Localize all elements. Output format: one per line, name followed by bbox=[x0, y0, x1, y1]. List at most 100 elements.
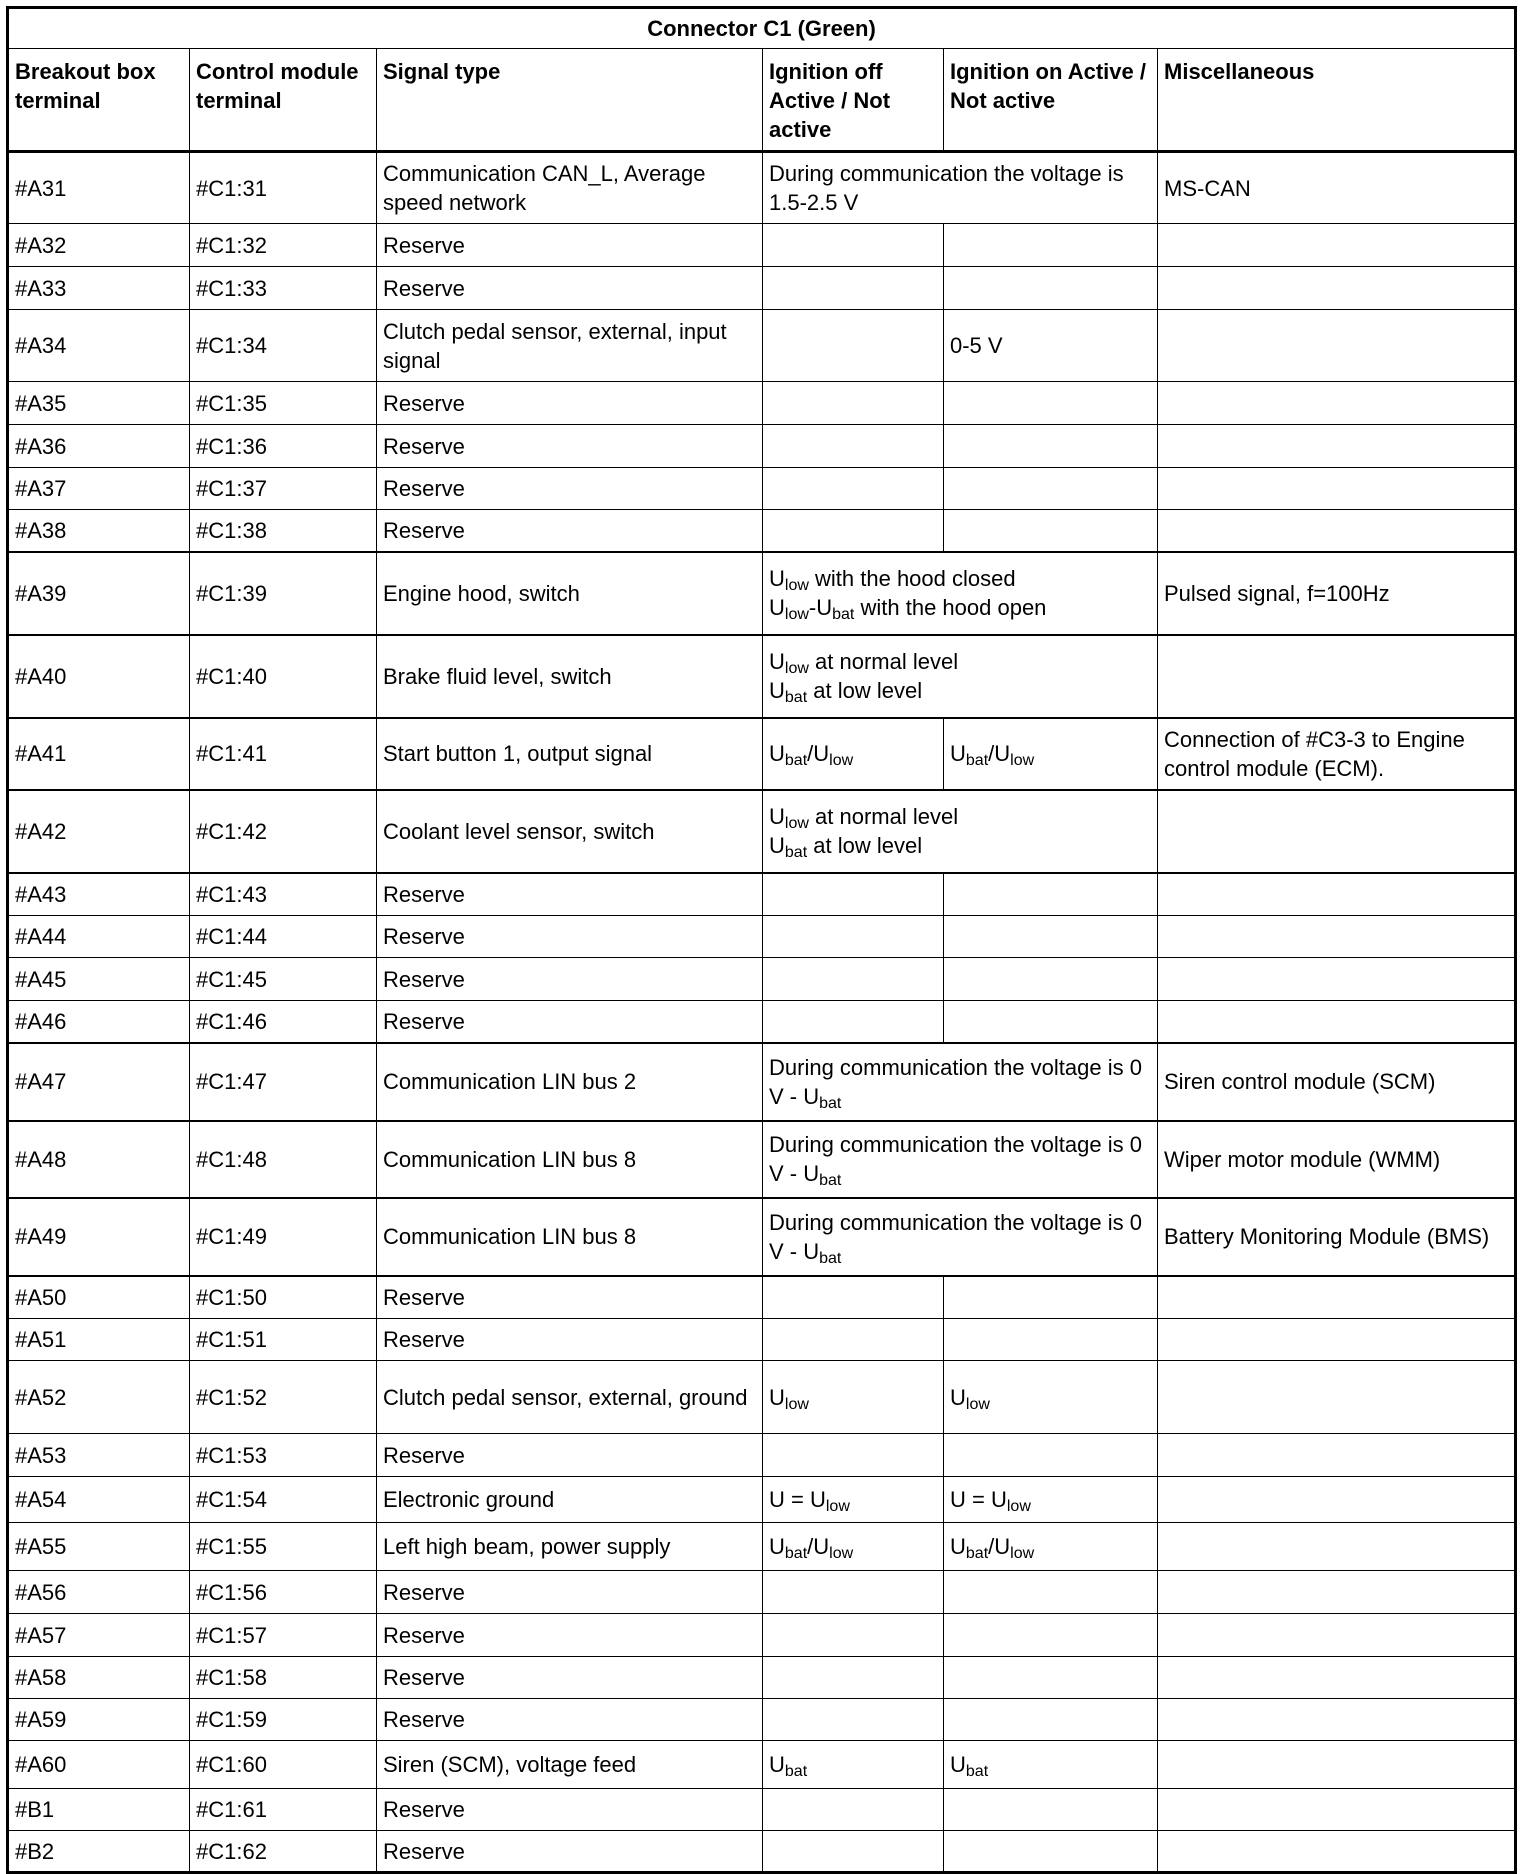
miscellaneous-cell bbox=[1156, 788, 1517, 873]
subscript: low bbox=[965, 1395, 990, 1413]
ignition-on-cell bbox=[943, 871, 1158, 916]
text-segment: -U bbox=[808, 595, 833, 620]
ignition-merged-cell: During communication the voltage is 1.5-… bbox=[762, 150, 1158, 224]
ignition-on-cell bbox=[943, 467, 1158, 510]
miscellaneous-cell bbox=[1156, 915, 1517, 958]
subscript: bat bbox=[819, 1172, 842, 1189]
miscellaneous-cell bbox=[1156, 1698, 1517, 1741]
breakout-terminal-cell: #A32 bbox=[7, 223, 190, 267]
table-row: #A33 #C1:33 Reserve bbox=[7, 266, 1517, 310]
ignition-on-cell bbox=[943, 424, 1158, 468]
signal-type-cell: Reserve bbox=[376, 1000, 763, 1043]
miscellaneous-cell bbox=[1156, 1788, 1517, 1831]
miscellaneous-cell bbox=[1156, 1830, 1517, 1873]
text-segment: During communication the voltage is 0 V … bbox=[769, 1209, 1142, 1264]
ignition-off-cell bbox=[762, 1318, 944, 1361]
signal-type-cell: Reserve bbox=[376, 467, 763, 510]
cell-line: Ulow-Ubat with the hood open bbox=[769, 593, 1151, 623]
cell-line: Ulow bbox=[950, 1383, 1151, 1413]
text-segment: U bbox=[950, 1752, 966, 1777]
table-row: #A41 #C1:41 Start button 1, output signal U… bbox=[7, 716, 1517, 790]
ignition-off-cell bbox=[762, 1433, 944, 1477]
miscellaneous-cell bbox=[1156, 1740, 1517, 1789]
ignition-off-cell: U = Ulow bbox=[762, 1476, 944, 1523]
control-terminal-cell: #C1:37 bbox=[189, 467, 377, 510]
control-terminal-cell: #C1:60 bbox=[189, 1740, 377, 1789]
miscellaneous-cell bbox=[1156, 309, 1517, 382]
subscript: low bbox=[784, 815, 809, 832]
ignition-off-cell: Ubat/Ulow bbox=[762, 1522, 944, 1571]
table-row: #A43 #C1:43 Reserve bbox=[7, 871, 1517, 916]
table-row: #A51 #C1:51 Reserve bbox=[7, 1318, 1517, 1361]
ignition-merged-cell: During communication the voltage is 0 V … bbox=[762, 1041, 1158, 1121]
miscellaneous-cell bbox=[1156, 1522, 1517, 1571]
subscript: low bbox=[825, 1498, 850, 1515]
control-terminal-cell: #C1:48 bbox=[189, 1119, 377, 1198]
table-row: #A37 #C1:37 Reserve bbox=[7, 467, 1517, 510]
ignition-off-cell: Ulow bbox=[762, 1360, 944, 1434]
miscellaneous-cell bbox=[1156, 1360, 1517, 1434]
subscript: bat bbox=[819, 1094, 842, 1112]
signal-type-cell: Reserve bbox=[376, 871, 763, 916]
ignition-on-cell bbox=[943, 1570, 1158, 1614]
subscript: bat bbox=[832, 606, 855, 623]
text-segment: U bbox=[769, 649, 785, 674]
text-segment: at normal level bbox=[808, 804, 959, 829]
cell-line: Ubat/Ulow bbox=[950, 739, 1151, 769]
ignition-off-cell bbox=[762, 1830, 944, 1873]
ignition-on-cell: Ubat/Ulow bbox=[943, 716, 1158, 790]
signal-type-cell: Coolant level sensor, switch bbox=[376, 788, 763, 873]
breakout-terminal-cell: #A39 bbox=[7, 550, 190, 635]
ignition-off-cell bbox=[762, 1698, 944, 1741]
table-row: #A38 #C1:38 Reserve bbox=[7, 509, 1517, 552]
header-ignition-off: Ignition off Active / Not active bbox=[762, 48, 944, 153]
subscript: bat bbox=[784, 1545, 808, 1562]
miscellaneous-cell bbox=[1156, 1476, 1517, 1523]
text-segment: at low level bbox=[807, 678, 923, 703]
table-row: #A39 #C1:39 Engine hood, switch Ulow with t… bbox=[7, 550, 1517, 635]
signal-type-cell: Communication CAN_L, Average speed netwo… bbox=[376, 150, 763, 224]
text-segment: During communication the voltage is 1.5-… bbox=[769, 161, 1124, 215]
table-row: #A55 #C1:55 Left high beam, power supply Ub… bbox=[7, 1522, 1517, 1571]
miscellaneous-cell bbox=[1156, 266, 1517, 310]
signal-type-cell: Reserve bbox=[376, 1274, 763, 1319]
table-row: #A31 #C1:31 Communication CAN_L, Average s… bbox=[7, 150, 1517, 224]
subscript: low bbox=[1010, 1545, 1035, 1562]
miscellaneous-cell bbox=[1156, 381, 1517, 425]
cell-line: Ulow with the hood closed bbox=[769, 564, 1151, 594]
signal-type-cell: Reserve bbox=[376, 1698, 763, 1741]
text-segment: U bbox=[950, 1384, 966, 1410]
signal-type-cell: Clutch pedal sensor, external, input sig… bbox=[376, 309, 763, 382]
signal-type-cell: Reserve bbox=[376, 424, 763, 468]
text-segment: /U bbox=[807, 741, 830, 766]
cell-line: Ulow at normal level bbox=[769, 647, 1151, 677]
text-segment: /U bbox=[988, 1534, 1011, 1559]
breakout-terminal-cell: #A37 bbox=[7, 467, 190, 510]
subscript: low bbox=[1010, 752, 1035, 769]
miscellaneous-cell: Battery Monitoring Module (BMS) bbox=[1156, 1196, 1517, 1276]
control-terminal-cell: #C1:50 bbox=[189, 1274, 377, 1319]
subscript: bat bbox=[784, 689, 808, 706]
ignition-off-cell bbox=[762, 424, 944, 468]
control-terminal-cell: #C1:57 bbox=[189, 1613, 377, 1657]
breakout-terminal-cell: #A46 bbox=[7, 1000, 190, 1043]
control-terminal-cell: #C1:31 bbox=[189, 150, 377, 224]
breakout-terminal-cell: #A59 bbox=[7, 1698, 190, 1741]
miscellaneous-cell bbox=[1156, 1570, 1517, 1614]
control-terminal-cell: #C1:42 bbox=[189, 788, 377, 873]
ignition-off-cell bbox=[762, 1570, 944, 1614]
ignition-off-cell bbox=[762, 309, 944, 382]
breakout-terminal-cell: #A45 bbox=[7, 957, 190, 1001]
signal-type-cell: Reserve bbox=[376, 1433, 763, 1477]
text-segment: /U bbox=[988, 741, 1011, 766]
text-segment: U bbox=[769, 741, 785, 766]
breakout-terminal-cell: #A41 bbox=[7, 716, 190, 790]
ignition-off-cell bbox=[762, 915, 944, 958]
text-segment: at low level bbox=[807, 833, 923, 858]
subscript: low bbox=[784, 577, 809, 594]
signal-type-cell: Reserve bbox=[376, 1656, 763, 1699]
breakout-terminal-cell: #A55 bbox=[7, 1522, 190, 1571]
miscellaneous-cell: Wiper motor module (WMM) bbox=[1156, 1119, 1517, 1198]
ignition-on-cell bbox=[943, 1318, 1158, 1361]
table-row: #A58 #C1:58 Reserve bbox=[7, 1656, 1517, 1699]
